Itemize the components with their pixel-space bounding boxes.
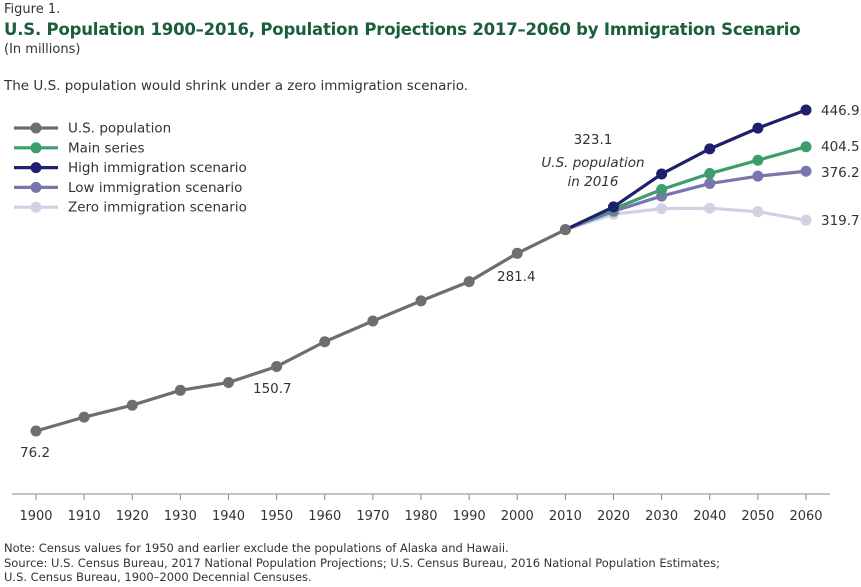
data-label: 319.7 [821,213,860,229]
data-point [271,360,283,372]
chart-subtitle: The U.S. population would shrink under a… [4,78,469,94]
x-tick-label: 2010 [549,509,582,524]
legend-label: Zero immigration scenario [68,200,247,216]
x-tick-label: 2050 [741,509,774,524]
data-point [319,336,331,348]
data-point [752,170,764,182]
data-label: 376.2 [821,165,860,181]
chart-units: (In millions) [4,42,81,57]
data-point [800,141,812,153]
legend-swatch-dot [30,162,42,174]
data-point [704,143,716,155]
source-line: Source: U.S. Census Bureau, 2017 Nationa… [4,555,720,570]
legend-label: High immigration scenario [68,160,247,176]
source-line: U.S. Census Bureau, 1900–2000 Decennial … [4,570,312,584]
data-point [704,168,716,180]
legend-label: Low immigration scenario [68,180,242,196]
data-label: 281.4 [497,269,536,285]
note-line: Note: Census values for 1950 and earlier… [4,541,509,555]
data-point [800,104,812,116]
data-point [415,295,427,307]
x-tick-label: 2060 [789,509,822,524]
data-point [752,206,764,218]
data-point [656,203,668,215]
legend-label: U.S. population [68,121,171,137]
x-tick-label: 1950 [260,509,293,524]
series-line-0 [35,228,567,433]
data-point [463,276,475,288]
chart-notes: Note: Census values for 1950 and earlier… [4,541,720,585]
series-line-2 [564,108,807,232]
data-point [223,377,234,389]
data-point [656,183,668,195]
data-point [800,214,812,226]
x-tick-label: 1970 [356,509,389,524]
x-tick-label: 1920 [116,509,149,524]
x-tick-label: 2000 [501,509,534,524]
x-tick-label: 2040 [693,509,726,524]
data-point [704,202,716,214]
legend-label: Main series [68,140,145,156]
data-point [126,399,138,411]
x-tick-label: 1980 [404,509,437,524]
x-tick-label: 1930 [164,509,197,524]
data-point [78,411,90,423]
chart-title: U.S. Population 1900–2016, Population Pr… [4,20,801,39]
legend-swatch-dot [30,201,42,213]
x-tick-label: 1900 [19,509,52,524]
data-label: U.S. population [541,155,644,171]
data-label: 323.1 [574,132,613,148]
data-point [656,168,668,180]
x-tick-label: 1910 [68,509,101,524]
data-label: 150.7 [253,381,292,397]
data-point [559,224,571,236]
data-point [511,247,523,259]
data-label: 404.5 [821,139,860,155]
data-point [174,384,186,396]
data-point [704,178,716,190]
legend-swatch-dot [30,122,42,134]
figure-label: Figure 1. [4,2,61,17]
data-point [367,315,379,327]
data-point [752,154,764,166]
legend-swatch-dot [30,142,42,154]
x-tick-label: 1960 [308,509,341,524]
data-label: 446.9 [821,103,860,119]
data-label: 76.2 [20,445,50,461]
series-line-4 [564,206,807,232]
x-tick-label: 2030 [645,509,678,524]
data-point [752,122,764,134]
x-tick-label: 1990 [453,509,486,524]
data-point [30,425,42,437]
data-label: in 2016 [568,174,619,190]
series-line-3 [564,169,807,232]
data-point [800,165,812,177]
x-tick-label: 1940 [212,509,245,524]
x-tick-label: 2020 [597,509,630,524]
data-point [608,201,619,213]
legend-swatch-dot [30,181,42,193]
